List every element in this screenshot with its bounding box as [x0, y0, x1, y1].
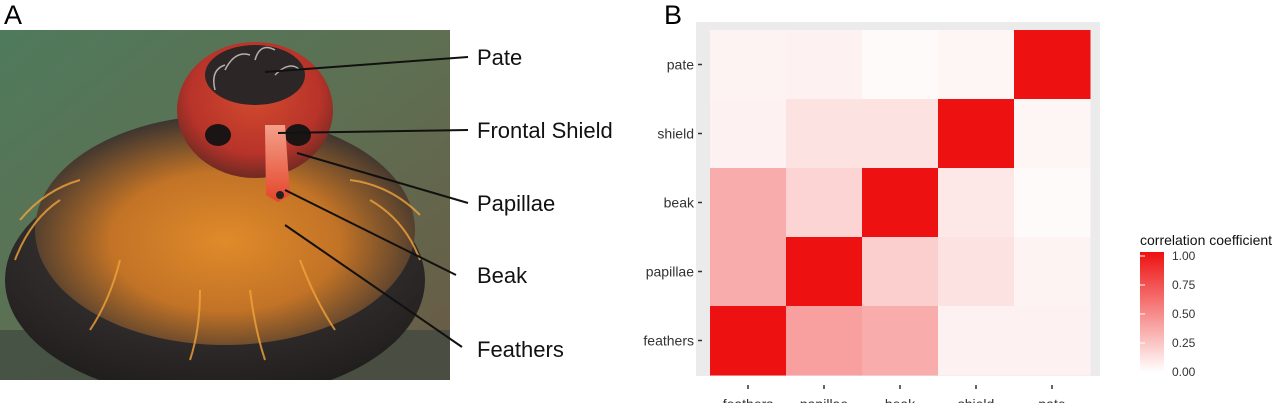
- x-tick-label: shield: [958, 396, 995, 403]
- heatmap-cell-papillae-beak: [862, 237, 939, 307]
- heatmap-cells: [710, 30, 1091, 376]
- heatmap-cell-pate-pate: [1014, 30, 1091, 100]
- heatmap-cell-beak-beak: [862, 168, 939, 238]
- x-axis-ticks: feathers papillae beak shield pate: [723, 385, 1066, 403]
- heatmap-cell-feathers-pate: [1014, 306, 1091, 376]
- callout-beak: Beak: [477, 263, 528, 288]
- heatmap-cell-papillae-feathers: [710, 237, 787, 307]
- heatmap-cell-pate-shield: [938, 30, 1015, 100]
- heatmap-cell-shield-beak: [862, 99, 939, 169]
- callout-pate: Pate: [477, 45, 523, 70]
- legend-title: correlation coefficient: [1140, 232, 1272, 248]
- legend-tick-label: 1.00: [1172, 249, 1196, 263]
- coot-chick-photo: [0, 30, 450, 380]
- callout-frontal-shield: Frontal Shield: [477, 118, 613, 143]
- heatmap-cell-beak-pate: [1014, 168, 1091, 238]
- heatmap-cell-shield-feathers: [710, 99, 787, 169]
- heatmap-cell-shield-shield: [938, 99, 1015, 169]
- legend-tick-label: 0.25: [1172, 336, 1196, 350]
- heatmap-cell-feathers-papillae: [786, 306, 863, 376]
- heatmap-cell-papillae-shield: [938, 237, 1015, 307]
- panel-b-letter: B: [664, 0, 683, 30]
- heatmap-cell-papillae-papillae: [786, 237, 863, 307]
- legend-colorbar: [1140, 252, 1164, 372]
- legend-tick-label: 0.50: [1172, 307, 1196, 321]
- heatmap-cell-shield-pate: [1014, 99, 1091, 169]
- color-legend: correlation coefficient 1.00 0.75 0.50 0.25…: [1140, 232, 1272, 379]
- panel-a-letter: A: [4, 0, 23, 30]
- legend-tick-label: 0.00: [1172, 365, 1196, 379]
- heatmap-cell-feathers-beak: [862, 306, 939, 376]
- heatmap-cell-papillae-pate: [1014, 237, 1091, 307]
- y-tick-label: feathers: [643, 333, 694, 349]
- y-tick-label: papillae: [646, 264, 694, 280]
- heatmap-cell-pate-feathers: [710, 30, 787, 100]
- x-tick-label: pate: [1038, 396, 1065, 403]
- x-tick-label: beak: [885, 396, 916, 403]
- y-tick-label: beak: [664, 195, 695, 211]
- callout-papillae: Papillae: [477, 191, 556, 216]
- callout-feathers: Feathers: [477, 337, 564, 362]
- x-tick-label: feathers: [723, 396, 774, 403]
- x-tick-label: papillae: [800, 396, 848, 403]
- heatmap-cell-pate-papillae: [786, 30, 863, 100]
- heatmap-cell-beak-shield: [938, 168, 1015, 238]
- heatmap-cell-pate-beak: [862, 30, 939, 100]
- heatmap-cell-feathers-feathers: [710, 306, 787, 376]
- y-tick-label: shield: [657, 126, 694, 142]
- y-axis-ticks: pate shield beak papillae feathers: [643, 57, 702, 349]
- heatmap-cell-beak-papillae: [786, 168, 863, 238]
- y-tick-label: pate: [667, 57, 694, 73]
- heatmap-cell-beak-feathers: [710, 168, 787, 238]
- legend-tick-label: 0.75: [1172, 278, 1196, 292]
- heatmap-cell-feathers-shield: [938, 306, 1015, 376]
- heatmap-cell-shield-papillae: [786, 99, 863, 169]
